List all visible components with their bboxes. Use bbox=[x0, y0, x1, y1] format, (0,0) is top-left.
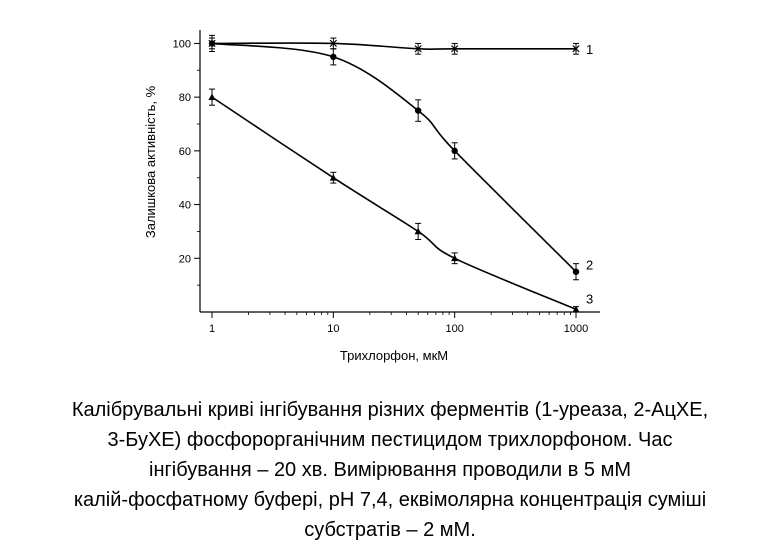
x-marker-stroke bbox=[329, 39, 337, 48]
x-marker-stroke bbox=[414, 45, 422, 53]
caption-line-5: субстратів – 2 мМ. bbox=[304, 519, 476, 541]
figure-caption: Калібрувальні криві інгібування різних ф… bbox=[0, 395, 780, 545]
data-point-circle bbox=[451, 147, 458, 155]
x-marker-stroke bbox=[572, 45, 580, 53]
x-tick-label: 1000 bbox=[564, 323, 588, 335]
caption-line-2: 3-БуХЕ) фосфорорганічним пестицидом трих… bbox=[107, 429, 673, 451]
labels-group: 1 2 3 bbox=[586, 42, 593, 307]
y-tick-label: 80 bbox=[179, 92, 191, 104]
data-point-x bbox=[451, 45, 459, 53]
data-point-circle bbox=[208, 40, 216, 47]
data-point-triangle bbox=[572, 305, 580, 313]
data-point-x bbox=[572, 45, 580, 53]
data-point-x bbox=[329, 39, 337, 48]
y-tick-label: 40 bbox=[179, 200, 191, 212]
inhibition-chart: 1 10 100 1000 20 40 60 80 100 1 2 3 Трихлорфон, мк… bbox=[143, 30, 600, 363]
curves-group bbox=[211, 42, 577, 311]
ticks-group: 1 10 100 1000 20 40 60 80 100 bbox=[173, 38, 589, 335]
x-tick-label: 10 bbox=[327, 323, 339, 335]
curve-label-2: 2 bbox=[586, 258, 593, 273]
caption-line-3: інгібування – 20 хв. Вимірювання проводи… bbox=[149, 459, 631, 481]
axes-group bbox=[199, 30, 600, 313]
points-group bbox=[208, 34, 580, 313]
y-tick-label: 20 bbox=[179, 253, 191, 265]
data-point-triangle bbox=[451, 254, 459, 262]
data-point-triangle bbox=[329, 174, 337, 181]
data-point-triangle bbox=[414, 227, 422, 235]
data-point-triangle bbox=[208, 93, 216, 101]
x-axis-title: Трихлорфон, мкМ bbox=[340, 348, 448, 363]
caption-line-1: Калібрувальні криві інгібування різних ф… bbox=[71, 399, 709, 421]
data-point-circle bbox=[330, 53, 337, 61]
caption-line-4: калій-фосфатному буфері, рН 7,4, еквімол… bbox=[73, 489, 707, 511]
data-point-circle bbox=[572, 268, 580, 275]
curve-label-3: 3 bbox=[586, 291, 593, 306]
data-point-x bbox=[414, 45, 422, 53]
y-tick-label: 60 bbox=[179, 146, 191, 158]
series-3-line bbox=[211, 96, 577, 311]
x-marker-stroke bbox=[451, 45, 459, 53]
x-tick-label: 100 bbox=[445, 323, 463, 335]
y-tick-label: 100 bbox=[173, 38, 191, 50]
curve-label-1: 1 bbox=[586, 42, 593, 57]
x-tick-label: 1 bbox=[209, 323, 215, 335]
data-point-circle bbox=[414, 107, 422, 114]
y-axis-title: Залишкова активність, % bbox=[143, 85, 158, 238]
series-2-line bbox=[211, 42, 577, 273]
